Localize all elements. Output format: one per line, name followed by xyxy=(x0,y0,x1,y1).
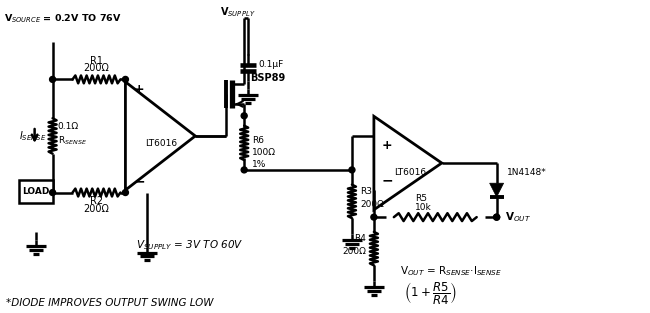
Text: −: − xyxy=(382,174,393,188)
Text: 200Ω: 200Ω xyxy=(84,64,109,74)
Text: V$_{OUT}$: V$_{OUT}$ xyxy=(504,210,530,224)
Circle shape xyxy=(371,214,377,220)
Text: 200Ω: 200Ω xyxy=(360,200,384,209)
Text: −: − xyxy=(133,175,145,189)
Text: 0.1μF: 0.1μF xyxy=(258,60,283,69)
Text: V$_{SOURCE}$ = 0.2V TO 76V: V$_{SOURCE}$ = 0.2V TO 76V xyxy=(4,13,122,25)
Text: 100Ω: 100Ω xyxy=(252,148,276,157)
Text: V$_{SUPPLY}$: V$_{SUPPLY}$ xyxy=(220,6,256,19)
Text: I$_{SENSE}$: I$_{SENSE}$ xyxy=(19,129,46,143)
Text: R6: R6 xyxy=(252,136,264,145)
Text: 0.1Ω: 0.1Ω xyxy=(58,122,79,131)
Circle shape xyxy=(349,167,355,173)
Text: $\left(1+\dfrac{R5}{R4}\right)$: $\left(1+\dfrac{R5}{R4}\right)$ xyxy=(404,280,457,306)
Circle shape xyxy=(49,76,56,82)
Text: +: + xyxy=(133,83,144,96)
Circle shape xyxy=(241,167,247,173)
Circle shape xyxy=(49,190,56,196)
Bar xyxy=(19,180,53,203)
Text: R1: R1 xyxy=(90,56,103,66)
Text: 10k: 10k xyxy=(415,203,432,212)
Circle shape xyxy=(122,190,129,196)
Polygon shape xyxy=(489,183,504,197)
Text: V$_{OUT}$ = R$_{SENSE}$·I$_{SENSE}$: V$_{OUT}$ = R$_{SENSE}$·I$_{SENSE}$ xyxy=(400,264,502,278)
Text: 200Ω: 200Ω xyxy=(342,247,366,256)
Text: R5: R5 xyxy=(415,194,427,203)
Text: R4: R4 xyxy=(354,234,366,243)
Circle shape xyxy=(241,113,247,119)
Text: V$_{SUPPLY}$ = 3V TO 60V: V$_{SUPPLY}$ = 3V TO 60V xyxy=(136,238,244,252)
Text: LOAD: LOAD xyxy=(22,187,49,196)
Text: LT6016: LT6016 xyxy=(394,168,426,177)
Circle shape xyxy=(493,214,500,220)
Text: +: + xyxy=(382,139,393,152)
Circle shape xyxy=(493,214,500,220)
Text: 1N4148*: 1N4148* xyxy=(506,168,547,177)
Text: *DIODE IMPROVES OUTPUT SWING LOW: *DIODE IMPROVES OUTPUT SWING LOW xyxy=(6,298,213,308)
Text: R2: R2 xyxy=(90,197,103,207)
Text: LT6016: LT6016 xyxy=(146,139,177,148)
Text: 200Ω: 200Ω xyxy=(84,204,109,214)
Text: BSP89: BSP89 xyxy=(250,73,285,83)
Text: R$_{SENSE}$: R$_{SENSE}$ xyxy=(58,135,86,147)
Circle shape xyxy=(122,76,129,82)
Text: R3: R3 xyxy=(360,187,372,196)
Text: 1%: 1% xyxy=(252,160,266,168)
